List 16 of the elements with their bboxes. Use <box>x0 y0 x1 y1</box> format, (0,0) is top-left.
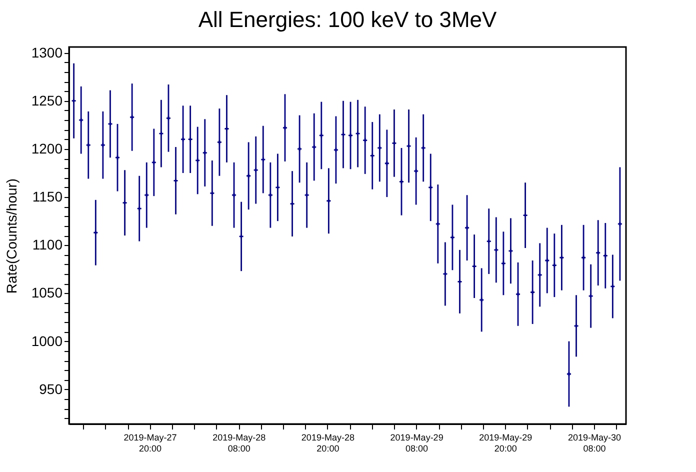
y-tick-label: 1150 <box>32 188 63 205</box>
y-tick-label: 950 <box>39 380 63 397</box>
y-tick-label: 1200 <box>31 140 63 156</box>
x-tick-label: 2019-May-29 20:00 <box>479 432 532 454</box>
x-tick-label: 2019-May-30 08:00 <box>568 432 622 454</box>
y-tick-label: 1300 <box>31 44 63 60</box>
x-tick-label: 2019-May-28 20:00 <box>301 432 354 454</box>
chart-title: All Energies: 100 keV to 3MeV <box>198 6 498 32</box>
x-tick-label: 2019-May-27 20:00 <box>124 432 177 454</box>
y-tick-label: 1100 <box>32 236 63 253</box>
y-tick-label: 1050 <box>31 284 63 301</box>
y-tick-label: 1000 <box>31 332 63 349</box>
x-tick-label: 2019-May-28 08:00 <box>212 432 266 454</box>
y-tick-label: 1250 <box>31 92 63 108</box>
x-tick-label: 2019-May-29 08:00 <box>390 432 444 454</box>
y-axis-title: Rate(Counts/hour) <box>3 178 20 294</box>
